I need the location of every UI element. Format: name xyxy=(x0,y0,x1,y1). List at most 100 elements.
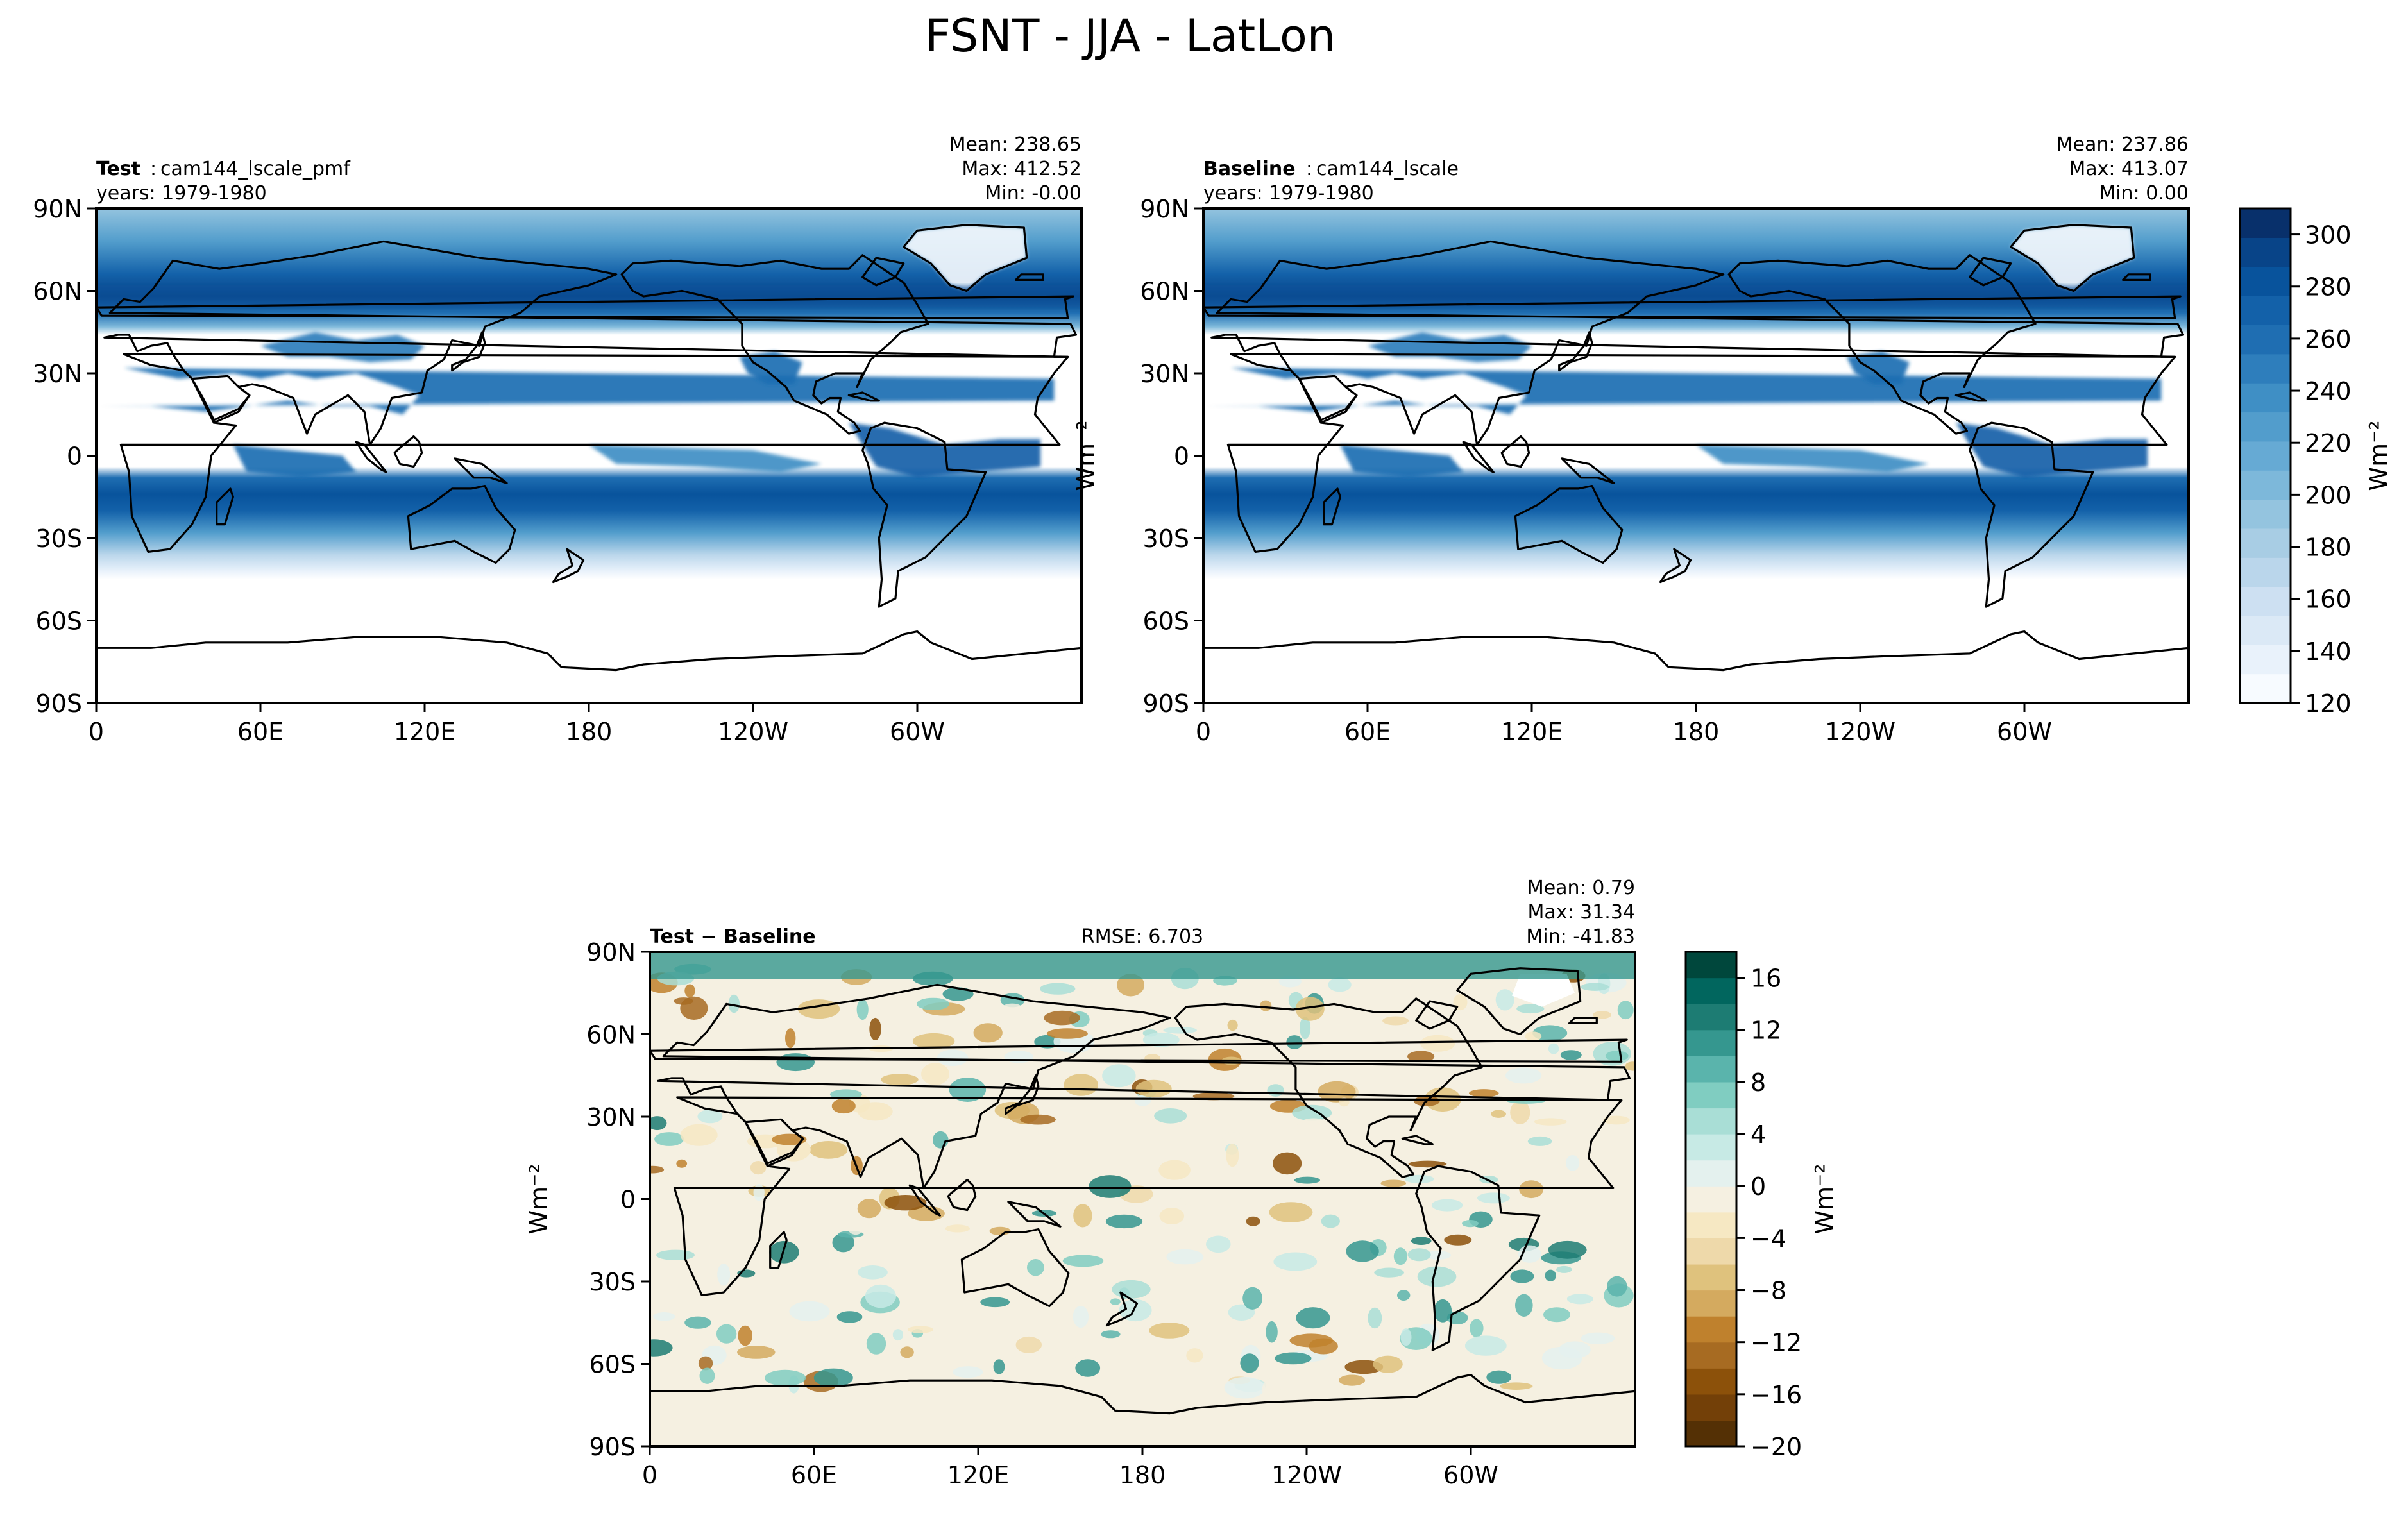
field-blob xyxy=(1309,1338,1338,1355)
coastline xyxy=(1203,630,2189,703)
y-tick-label: 0 xyxy=(620,1186,636,1214)
colorbar-swatch xyxy=(2240,208,2291,238)
colorbar-swatch xyxy=(1686,1004,1736,1031)
field-blob xyxy=(1267,1084,1284,1097)
colorbar-swatch xyxy=(1686,952,1736,979)
y-tick-label: 90S xyxy=(589,1433,636,1461)
field-blob xyxy=(1380,1179,1407,1187)
panel-label-bold: Baseline xyxy=(1203,158,1296,180)
field-blob xyxy=(1206,1235,1231,1253)
field-blob xyxy=(1605,1051,1629,1061)
colorbar-tick-label: 4 xyxy=(1751,1120,1766,1149)
field-blob xyxy=(728,994,740,1013)
field-blob xyxy=(1062,1255,1104,1267)
field-blob xyxy=(1260,1000,1272,1011)
field-blob xyxy=(1064,1074,1098,1096)
field-blob xyxy=(847,1219,864,1235)
field-blob xyxy=(973,1023,1003,1043)
colorbar-tick-label: −8 xyxy=(1751,1277,1786,1305)
colorbar-swatch xyxy=(2240,441,2291,471)
field-blob xyxy=(1027,1259,1044,1276)
field-blob xyxy=(676,1159,688,1168)
field-blob xyxy=(884,1195,927,1211)
field-blob xyxy=(680,1124,718,1146)
field-blob xyxy=(1407,1051,1435,1063)
y-tick-label: 0 xyxy=(67,443,82,471)
field-blob xyxy=(1339,1374,1366,1386)
field-blob xyxy=(1117,974,1145,997)
colorbar-swatch xyxy=(2240,586,2291,616)
colorbar-tick-label: 0 xyxy=(1751,1172,1766,1201)
field-blob xyxy=(1296,1118,1331,1137)
field-blob xyxy=(772,1133,807,1145)
field-blob xyxy=(1158,1160,1191,1180)
map-field xyxy=(650,952,1635,1446)
x-tick-label: 120W xyxy=(1825,718,1895,746)
coastline xyxy=(657,983,1631,1189)
y-tick-label: 60S xyxy=(1143,607,1189,636)
coastline xyxy=(2010,224,2135,292)
field-blob xyxy=(1321,1214,1340,1228)
colorbar-swatch xyxy=(2240,528,2291,558)
colorbar-swatch xyxy=(1686,1186,1736,1213)
coastline xyxy=(1226,353,2176,553)
y-tick-label: 30N xyxy=(1140,360,1189,388)
colorbar-swatch xyxy=(1686,1238,1736,1265)
field-blob xyxy=(1224,1376,1266,1399)
y-tick-label: 60N xyxy=(33,278,82,306)
colorbar-swatch xyxy=(2240,353,2291,384)
field-blob xyxy=(1593,1011,1611,1019)
x-tick-label: 120E xyxy=(1501,718,1563,746)
field-blob xyxy=(912,1033,955,1049)
field-blob xyxy=(1242,1287,1262,1310)
field-patch xyxy=(1340,444,1464,478)
coastline xyxy=(355,441,387,473)
coastline xyxy=(947,1178,977,1212)
colorbar-frame xyxy=(2239,207,2292,704)
colorbar-tick-label: 12 xyxy=(1751,1017,1781,1045)
field-blob xyxy=(1003,1003,1021,1010)
panel-stat: Max: 31.34 xyxy=(1527,901,1635,924)
field-blob xyxy=(980,1297,1010,1308)
coastline xyxy=(861,257,905,287)
field-patch xyxy=(1203,368,2162,415)
colorbar-label: Wm⁻² xyxy=(2364,421,2393,491)
field-blob xyxy=(1434,1299,1452,1323)
coastline xyxy=(393,435,423,468)
coastline xyxy=(2122,273,2151,281)
field-blob xyxy=(650,1165,665,1174)
coastline xyxy=(769,1231,788,1269)
colorbar-swatch xyxy=(2240,325,2291,355)
coastline xyxy=(620,254,929,435)
colorbar-swatch xyxy=(1686,1029,1736,1056)
field-blob xyxy=(1296,1307,1330,1329)
field-blob xyxy=(1556,1265,1572,1273)
coastline xyxy=(1659,548,1692,584)
field-blob xyxy=(1462,1220,1479,1228)
coastline xyxy=(903,224,1028,292)
field-blob xyxy=(1089,1175,1132,1198)
x-tick-label: 0 xyxy=(1196,718,1211,746)
coastline xyxy=(1954,391,1987,402)
coastline xyxy=(1969,257,2012,287)
field-blob xyxy=(1500,1382,1533,1390)
field-blob xyxy=(1034,1035,1061,1049)
colorbar-tick-label: −20 xyxy=(1751,1433,1802,1461)
field-blob xyxy=(656,1249,695,1261)
field-missing xyxy=(1512,974,1575,1007)
field-blob xyxy=(764,1369,806,1386)
panel-stat: Max: 413.07 xyxy=(2069,158,2189,180)
field-blob xyxy=(1625,1061,1635,1071)
panel-stat: Min: -41.83 xyxy=(1526,926,1635,948)
colorbar-tick-label: 140 xyxy=(2305,638,2352,666)
field-blob xyxy=(1534,1118,1567,1126)
field-blob xyxy=(1405,1174,1434,1183)
map-field xyxy=(96,208,1081,703)
coastline xyxy=(650,1374,1635,1446)
field-blob xyxy=(674,997,693,1005)
colorbar-tick-label: 180 xyxy=(2305,534,2352,562)
field-blob xyxy=(697,1109,723,1124)
colorbar-tick-label: −4 xyxy=(1751,1224,1786,1253)
field-blob xyxy=(1382,1016,1409,1026)
